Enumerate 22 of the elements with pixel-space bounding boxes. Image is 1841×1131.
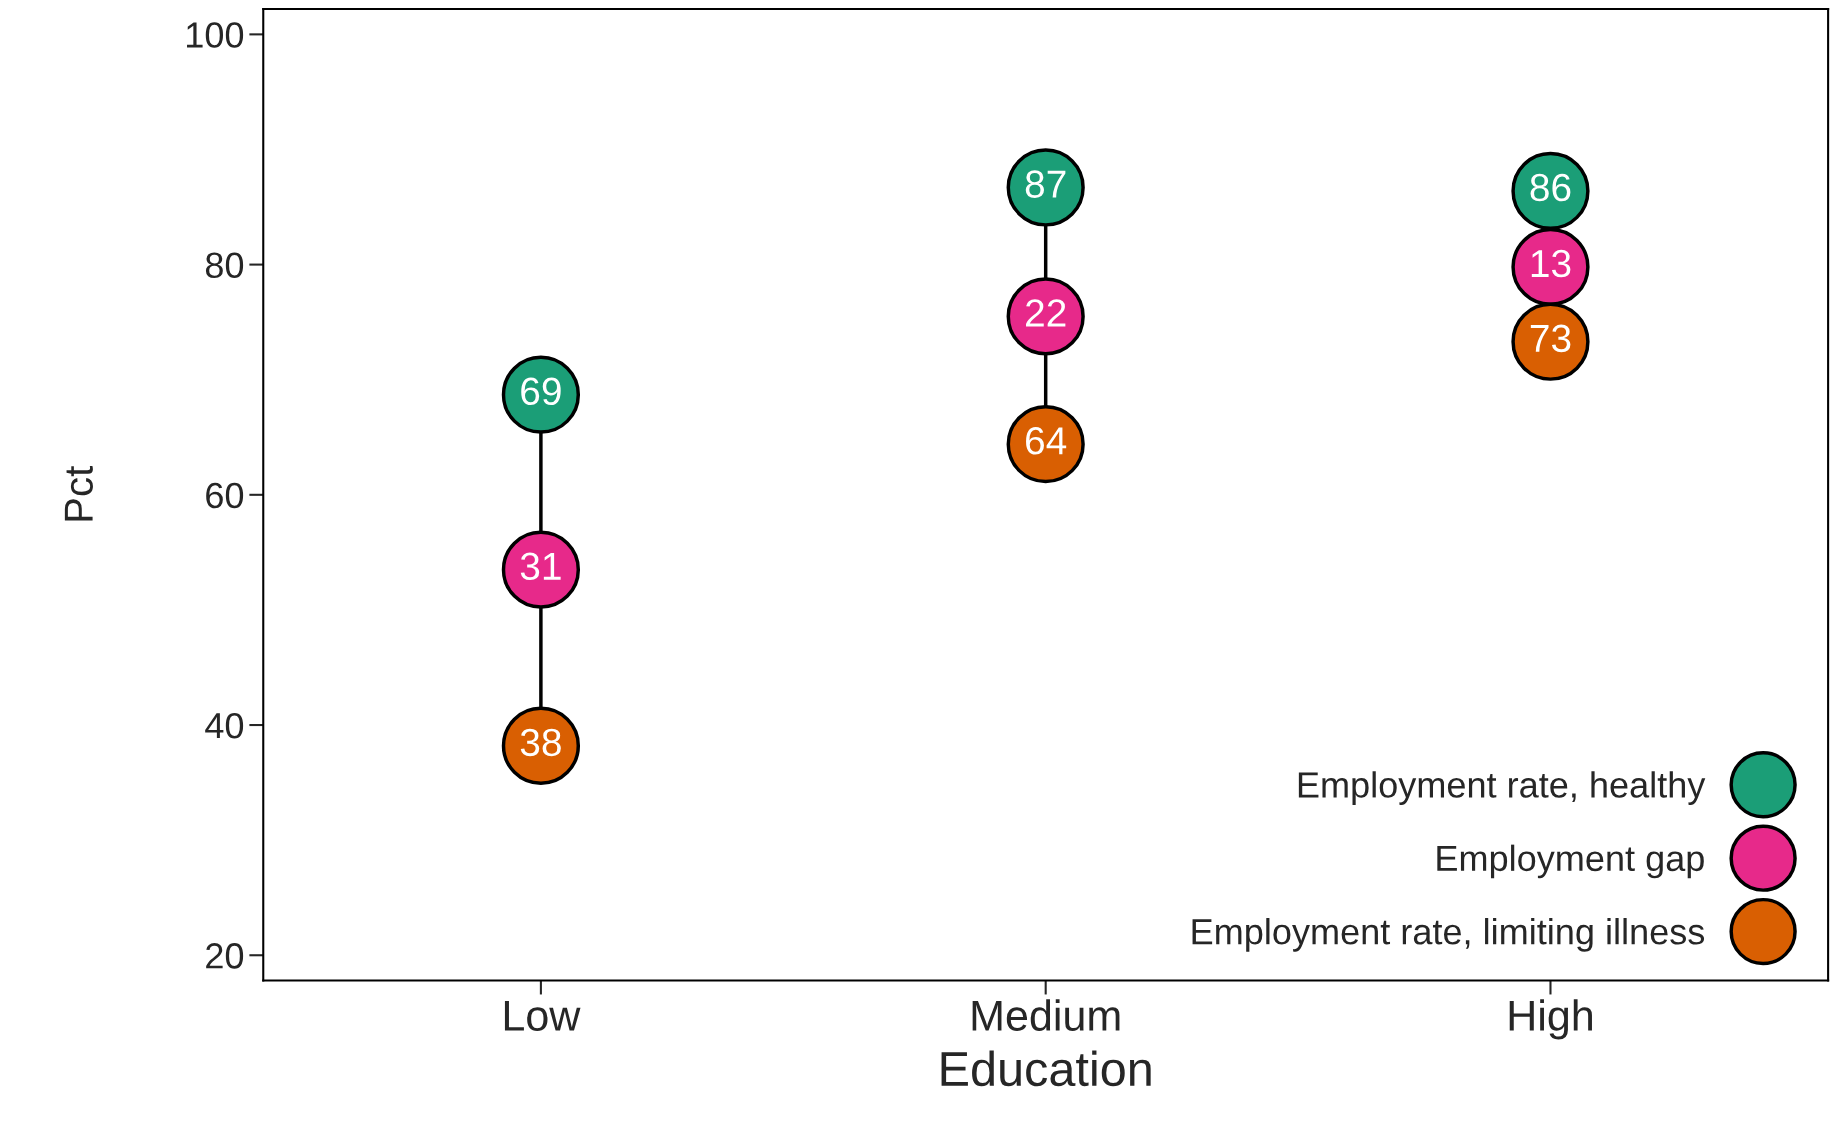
x-tick-label: High [1509,999,1592,1040]
y-tick-label: 40 [205,712,244,739]
data-label: 87 [1025,170,1066,198]
data-label: 38 [520,728,561,757]
annotation: 31 [520,552,561,581]
data-label: 86 [1530,173,1571,202]
annotation: 22 [1026,299,1066,327]
data-label: 64 [1026,427,1067,455]
data-label: 73 [1530,324,1571,353]
y-tick-label: 60 [206,482,244,509]
legend-label: Employment rate, limiting illness [1192,918,1705,952]
annotation: 13 [1531,249,1571,278]
x-tick-label: Low [504,1000,581,1031]
x-axis-title: Education [941,1050,1151,1087]
y-tick-label: 100 [187,22,244,48]
y-axis-title: Pct [64,466,93,521]
data-label: 69 [521,377,561,406]
x-tick-label: Medium [972,999,1120,1031]
y-tick-label: 20 [206,943,244,969]
legend-label: Employment gap [1437,844,1704,879]
legend-label: Employment rate, healthy [1298,771,1706,805]
y-tick-label: 80 [205,252,244,279]
